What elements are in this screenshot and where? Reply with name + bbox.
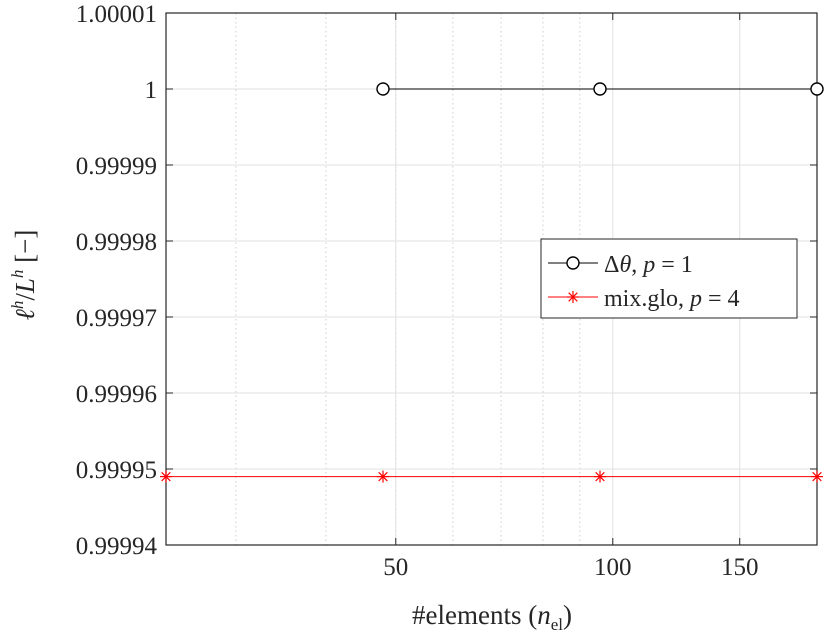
x-axis-title: #elements (nel): [412, 600, 572, 634]
axis-ticks: 50 100 150 0.99994 0.99995 0.99996 0.99997 0.99…: [76, 1, 817, 581]
y-axis-title-unit: [−]: [10, 230, 40, 270]
legend-label-1-delta: Δ: [604, 252, 619, 278]
x-axis-title-main: #elements (: [412, 600, 537, 630]
y-axis-title-slash: /: [10, 293, 40, 301]
legend-label-series-1: Δθ, p = 1: [604, 252, 693, 278]
x-tick-label: 100: [594, 554, 632, 581]
y-tick-label: 1: [145, 77, 158, 104]
asterisk-stroke: [378, 471, 388, 482]
y-tick-label: 0.99994: [76, 533, 158, 560]
legend-label-2-text: mix.glo,: [604, 286, 690, 312]
y-tick-label: 0.99998: [76, 229, 157, 256]
series-layer: [160, 82, 824, 483]
y-tick-label: 0.99999: [76, 153, 157, 180]
x-axis-title-n: n: [537, 600, 551, 630]
asterisk-stroke: [812, 471, 822, 482]
legend-label-series-2: mix.glo, p = 4: [604, 286, 740, 312]
data-point-circle: [810, 82, 824, 96]
y-axis-title: ℓh/Lh [−]: [8, 230, 40, 321]
data-point-asterisk: [594, 470, 606, 483]
x-axis-title-close: ): [563, 600, 572, 630]
legend-label-1-comma: ,: [631, 252, 643, 278]
data-point-asterisk: [160, 470, 172, 483]
legend-marker-circle: [566, 256, 580, 270]
legend-label-1-eq: = 1: [655, 252, 693, 278]
legend-marker-asterisk: [567, 291, 579, 303]
asterisk-stroke: [595, 471, 605, 482]
asterisk-stroke: [568, 292, 578, 302]
legend-label-1-theta: θ: [619, 252, 631, 278]
x-tick-label: 50: [383, 554, 408, 581]
legend: Δθ, p = 1 mix.glo, p = 4: [540, 238, 798, 319]
data-point-circle: [376, 82, 390, 96]
y-axis-title-ell: ℓ: [10, 308, 40, 320]
data-point-asterisk: [377, 470, 389, 483]
y-axis-title-L: L: [10, 278, 40, 294]
asterisk-stroke: [161, 471, 171, 482]
x-axis-title-sub: el: [551, 615, 564, 634]
x-tick-label: 150: [721, 554, 759, 581]
legend-box: [540, 238, 798, 319]
legend-label-2-eq: = 4: [702, 286, 740, 312]
y-tick-label: 0.99997: [76, 305, 157, 332]
plot-area-frame: [165, 12, 818, 546]
y-tick-label: 0.99995: [76, 457, 157, 484]
y-axis-title-sup2: h: [8, 270, 27, 279]
y-tick-label: 0.99996: [76, 381, 157, 408]
legend-label-1-p: p: [641, 252, 655, 278]
legend-asterisk-glyph: [567, 291, 579, 303]
legend-label-2-p: p: [688, 286, 702, 312]
y-tick-label: 1.00001: [76, 1, 157, 28]
data-point-asterisk: [811, 470, 823, 483]
data-point-circle: [593, 82, 607, 96]
y-axis-title-sup1: h: [8, 301, 27, 310]
